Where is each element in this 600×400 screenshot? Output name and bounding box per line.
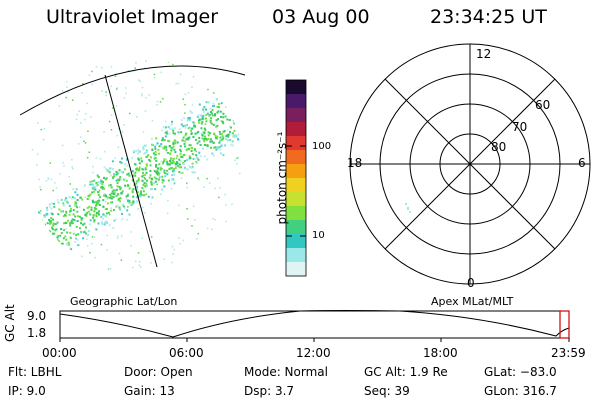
timeline-tick-1: 06:00	[169, 346, 204, 360]
colorbar-segment	[286, 164, 306, 179]
date-label: 03 Aug 00	[272, 6, 370, 28]
current-time-marker	[559, 310, 570, 339]
time-label: 23:34:25 UT	[430, 6, 547, 28]
colorbar-unit-label: photon cm⁻²s⁻¹	[275, 131, 289, 225]
info-gc-alt: GC Alt: 1.9 Re	[364, 365, 448, 379]
timeline-ymin: 1.8	[27, 326, 47, 340]
info-door: Door: Open	[124, 365, 193, 379]
colorbar-segment	[286, 178, 306, 193]
left-panel-caption: Geographic Lat/Lon	[70, 295, 178, 308]
colorbar-segment	[286, 206, 306, 221]
lat-label-80: 80	[491, 140, 507, 154]
colorbar-segment	[286, 108, 306, 123]
colorbar-segment	[286, 136, 306, 151]
mlt-label-6: 6	[578, 156, 586, 170]
colorbar-tick-10: 10	[312, 230, 325, 241]
polar-grid	[349, 43, 591, 285]
info-ip: IP: 9.0	[8, 384, 46, 398]
mlt-label-12: 12	[476, 47, 492, 61]
timeline-ymax: 9.0	[27, 309, 47, 323]
colorbar-segment	[286, 234, 306, 249]
colorbar	[285, 79, 307, 277]
colorbar-segment	[286, 192, 306, 207]
colorbar-segment	[286, 150, 306, 165]
timeline-tick-0: 00:00	[42, 346, 77, 360]
colorbar-segment	[286, 248, 306, 263]
colorbar-segment	[286, 262, 306, 277]
info-glon: GLon: 316.7	[484, 384, 557, 398]
timeline-ylabel: GC Alt	[3, 304, 17, 342]
mlt-label-18: 18	[347, 156, 363, 170]
timeline-tick-4: 23:59	[551, 346, 586, 360]
terminator-line	[104, 74, 158, 268]
info-dsp: Dsp: 3.7	[244, 384, 295, 398]
info-mode: Mode: Normal	[244, 365, 328, 379]
colorbar-segment	[286, 94, 306, 109]
polar-panel-caption: Apex MLat/MLT	[431, 295, 514, 308]
info-glat: GLat: −83.0	[484, 365, 557, 379]
timeline-tick-2: 12:00	[296, 346, 331, 360]
info-gain: Gain: 13	[124, 384, 175, 398]
info-filter: Flt: LBHL	[8, 365, 62, 379]
altitude-curve	[59, 310, 570, 338]
info-seq: Seq: 39	[364, 384, 410, 398]
polar-speckle	[405, 203, 411, 213]
aurora-image	[30, 60, 242, 271]
mlt-label-0: 0	[467, 276, 475, 290]
colorbar-segment	[286, 122, 306, 137]
lat-label-60: 60	[535, 98, 551, 112]
timeline-tick-3: 18:00	[423, 346, 458, 360]
lat-label-70: 70	[512, 120, 528, 134]
colorbar-segment	[286, 80, 306, 95]
earth-limb-arc	[19, 65, 246, 116]
colorbar-tick-100: 100	[312, 141, 332, 152]
colorbar-segment	[286, 220, 306, 235]
instrument-title: Ultraviolet Imager	[46, 6, 219, 28]
timeline-plot	[59, 310, 570, 342]
